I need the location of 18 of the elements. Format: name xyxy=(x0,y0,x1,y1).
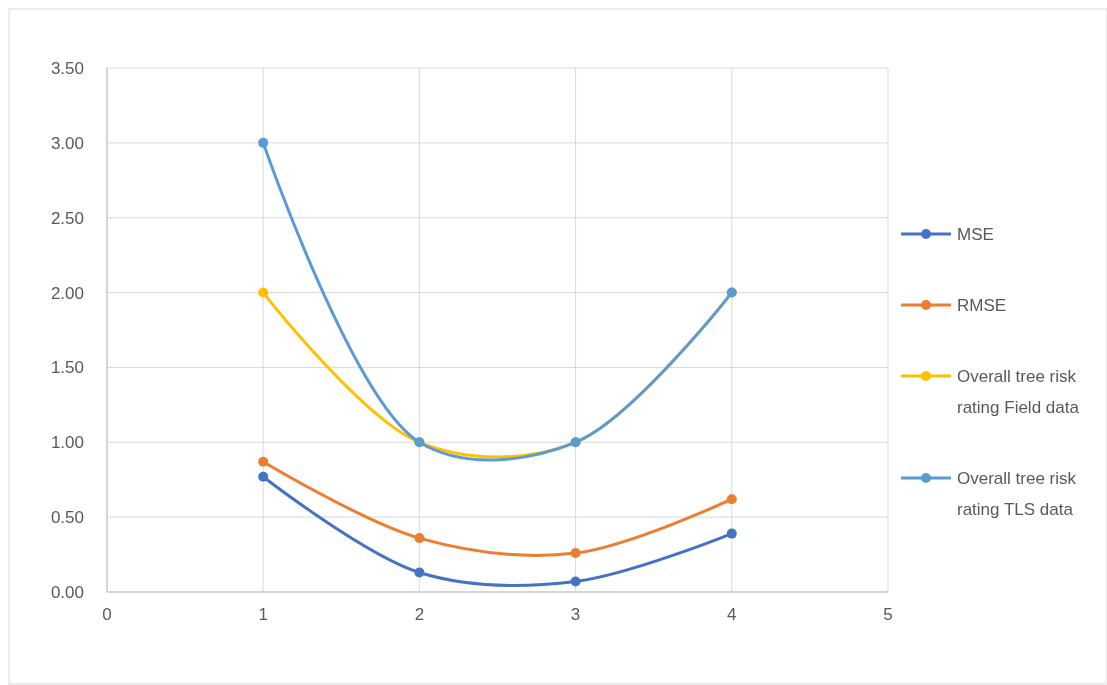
y-tick-label: 3.50 xyxy=(50,58,84,78)
x-tick-label: 2 xyxy=(414,605,425,624)
x-tick-label: 1 xyxy=(258,605,268,624)
legend-label: RMSE xyxy=(957,296,1007,315)
y-tick-label: 2.50 xyxy=(50,208,84,228)
y-tick-label: 0.00 xyxy=(50,582,84,602)
x-tick-label: 0 xyxy=(102,605,112,624)
legend-label: Overall tree risk rating TLS data xyxy=(957,469,1077,519)
y-tick-label: 1.00 xyxy=(50,433,84,453)
y-tick-label: 2.00 xyxy=(50,283,84,303)
x-tick-label: 3 xyxy=(570,605,581,624)
y-tick-label: 3.00 xyxy=(50,133,84,153)
legend-label: MSE xyxy=(957,225,994,244)
x-tick-label: 4 xyxy=(727,605,737,624)
legend-label: Overall tree risk rating Field data xyxy=(957,367,1080,417)
y-tick-label: 1.50 xyxy=(50,358,84,378)
x-tick-label: 5 xyxy=(883,605,893,624)
y-tick-label: 0.50 xyxy=(50,508,84,528)
